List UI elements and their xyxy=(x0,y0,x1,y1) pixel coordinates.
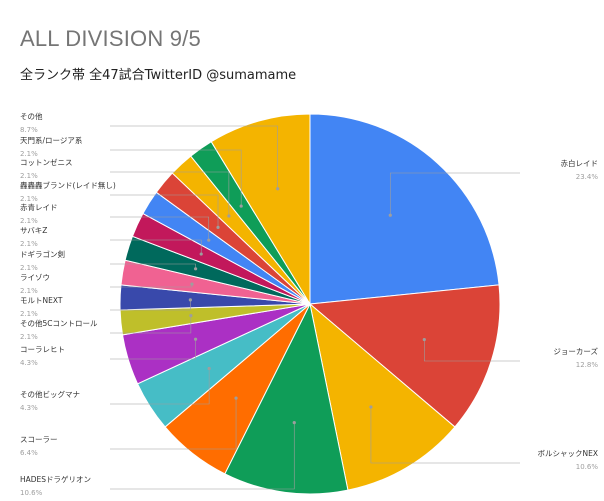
label-leader-line xyxy=(110,149,242,207)
label-leader-dot xyxy=(227,214,231,218)
slice-percent-label: 2.1% xyxy=(20,264,38,272)
label-leader-dot xyxy=(292,421,296,425)
label-leader-dot xyxy=(422,337,426,342)
label-leader-dot xyxy=(234,396,238,400)
pie-slices xyxy=(119,113,501,495)
slice-percent-label: 10.6% xyxy=(20,489,43,497)
label-leader-line xyxy=(110,239,202,255)
slice-percent-label: 2.1% xyxy=(20,333,38,341)
slice-label: サバキZ xyxy=(20,226,47,235)
label-leader-line xyxy=(110,263,196,269)
label-leader-dot xyxy=(199,252,203,256)
slice-percent-label: 8.7% xyxy=(20,126,38,134)
slice-percent-label: 4.3% xyxy=(20,404,38,412)
slice-label: ボルシャックNEX xyxy=(538,449,599,458)
label-leader-line xyxy=(110,315,192,334)
slice-percent-label: 6.4% xyxy=(20,449,38,457)
label-leader-dot xyxy=(239,204,243,208)
label-leader-dot xyxy=(190,282,194,286)
slice-label: ジョーカーズ xyxy=(553,346,598,356)
label-leader-line xyxy=(110,398,237,450)
pie-slice[interactable] xyxy=(210,113,311,306)
label-leader-line xyxy=(110,422,295,490)
label-leader-line xyxy=(389,172,520,216)
slice-label: 天門系/ロージア系 xyxy=(20,135,83,145)
slice-percent-label: 2.1% xyxy=(20,287,38,295)
slice-percent-label: 2.1% xyxy=(20,172,38,180)
slice-label: 赤白レイド xyxy=(561,158,599,168)
slice-label: モルトNEXT xyxy=(20,296,63,305)
slice-label: その他5Cコントロール xyxy=(20,318,98,328)
label-leader-dot xyxy=(189,314,193,318)
slice-percent-label: 4.3% xyxy=(20,359,38,367)
slice-percent-label: 2.1% xyxy=(20,310,38,318)
pie-slice[interactable] xyxy=(308,284,501,428)
slice-label: ライゾウ xyxy=(20,273,50,282)
slice-percent-label: 2.1% xyxy=(20,217,38,225)
pie-slice[interactable] xyxy=(309,302,456,491)
slice-percent-label: 2.1% xyxy=(20,195,38,203)
label-leader-dot xyxy=(216,225,220,230)
slice-label: その他 xyxy=(20,111,43,121)
label-leader-dot xyxy=(193,337,198,341)
label-leader-line xyxy=(423,339,520,362)
label-leader-line xyxy=(110,171,230,216)
slice-labels: 赤白レイド 23.4% ジョーカーズ 12.8% ボルシャックNEX 10.6% HADES… xyxy=(20,111,598,497)
slice-percent-label: 10.6% xyxy=(576,463,599,471)
slice-label: 轟轟轟ブランド(レイド無し) xyxy=(20,180,116,190)
label-leader-dot xyxy=(207,238,211,242)
label-leader-dot xyxy=(193,267,198,271)
label-leader-line xyxy=(110,194,219,228)
pie-slice[interactable] xyxy=(224,302,349,495)
slice-percent-label: 2.1% xyxy=(20,150,38,158)
pie-slice[interactable] xyxy=(309,113,500,305)
slice-label: その他ビッグマナ xyxy=(20,389,80,399)
label-leader-line xyxy=(110,339,196,360)
label-leader-dot xyxy=(276,187,280,191)
slice-percent-label: 23.4% xyxy=(576,173,599,181)
slice-label: 赤青レイド xyxy=(20,202,58,212)
slice-percent-label: 12.8% xyxy=(576,361,599,369)
label-leader-line xyxy=(370,407,520,464)
label-leaders xyxy=(110,125,520,490)
slice-label: コットンゼニス xyxy=(20,157,73,167)
slice-label: コーラレヒト xyxy=(20,345,65,354)
label-leader-line xyxy=(110,125,278,189)
label-leader-dot xyxy=(388,213,392,217)
label-leader-line xyxy=(110,368,210,405)
chart-subtitle: 全ランク帯 全47試合TwitterID @sumamame xyxy=(20,68,297,83)
label-leader-dot xyxy=(369,405,373,409)
label-leader-dot xyxy=(207,366,211,371)
slice-label: HADESドラゲリオン xyxy=(20,475,91,484)
label-leader-dot xyxy=(188,298,192,302)
chart-title: ALL DIVISION 9/5 xyxy=(20,26,201,51)
slice-percent-label: 2.1% xyxy=(20,240,38,248)
slice-label: ドギラゴン剣 xyxy=(20,249,65,259)
label-leader-line xyxy=(110,216,210,241)
slice-label: スコーラー xyxy=(20,435,58,444)
label-leader-line xyxy=(110,299,191,311)
